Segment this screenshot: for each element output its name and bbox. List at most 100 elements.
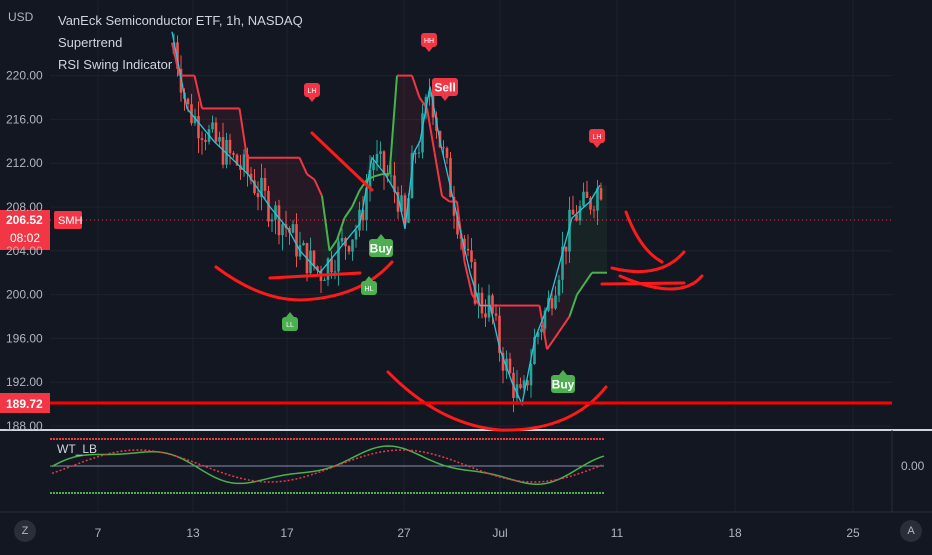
signal-label-box: [361, 281, 377, 295]
candle-body: [193, 116, 197, 124]
supertrend-segment: [538, 305, 548, 350]
candle-body: [575, 214, 578, 221]
candle-body: [382, 151, 386, 175]
signal-label-box: [304, 83, 320, 97]
signal-label-pointer: [308, 97, 316, 102]
supertrend-segment: [553, 326, 563, 339]
drawing-line-right: [600, 281, 686, 286]
supertrend-fill: [202, 108, 210, 132]
signal-label-text: LL: [286, 322, 294, 329]
candle-body: [337, 241, 340, 272]
supertrend-segment: [388, 75, 398, 175]
x-tick-label: Jul: [492, 526, 507, 540]
supertrend-fill: [307, 174, 315, 263]
supertrend-segment: [313, 179, 323, 197]
legend-study-supertrend[interactable]: Supertrend: [58, 35, 123, 50]
x-tick-label: 18: [728, 526, 742, 540]
horizontal-line-price: 189.72: [6, 397, 43, 411]
candle-body: [372, 162, 375, 171]
candle-body: [599, 188, 603, 200]
auto-scale-button[interactable]: A: [900, 520, 922, 542]
signal-label-pointer: [441, 96, 449, 101]
signal-label-box: [421, 33, 437, 47]
signal-label-box: [369, 239, 393, 257]
candle-body: [186, 98, 190, 105]
candle-body: [491, 295, 494, 314]
supertrend-fill: [502, 305, 510, 366]
candle-body: [466, 248, 470, 251]
currency-label: USD: [8, 10, 34, 24]
candle-body: [592, 209, 596, 211]
signal-label-box: [589, 129, 605, 143]
horizontal-line[interactable]: 189.72: [0, 393, 892, 413]
candle-body: [291, 224, 295, 233]
horizontal-line-price-box: [0, 393, 50, 413]
supertrend-segment: [441, 195, 451, 203]
signal-label-lh: LH: [589, 129, 605, 148]
candle-body: [414, 153, 417, 155]
signal-label-pointer: [425, 47, 433, 52]
supertrend-fill: [314, 179, 322, 271]
candle-body: [354, 230, 358, 240]
y-tick-label: 192.00: [6, 375, 43, 389]
candle-body: [176, 42, 179, 69]
candle-body: [477, 292, 480, 304]
signal-label-buy: Buy: [369, 234, 393, 257]
supertrend-fill: [292, 157, 300, 244]
x-tick-label: 7: [95, 526, 102, 540]
indicator-name[interactable]: WT_LB: [57, 442, 98, 456]
supertrend-segment: [426, 108, 436, 153]
legend-symbol[interactable]: VanEck Semiconductor ETF, 1h, NASDAQ: [58, 13, 303, 28]
wt-line-2: [51, 449, 605, 483]
y-axis-bg: [0, 0, 50, 512]
candle-body: [218, 137, 221, 142]
supertrend-segment: [433, 152, 443, 197]
supertrend-segment: [568, 294, 578, 317]
candle-body: [361, 209, 365, 221]
x-tick-label: 17: [280, 526, 294, 540]
y-tick-label: 216.00: [6, 112, 43, 126]
candle-body: [260, 177, 263, 198]
candle-body: [505, 358, 508, 371]
signal-label-text: LH: [593, 134, 602, 141]
candle-body: [389, 175, 393, 177]
supertrend-fill: [562, 240, 570, 328]
candle-body: [452, 196, 456, 216]
candle-body: [312, 250, 316, 267]
signal-label-pointer: [559, 370, 567, 375]
candle-body: [480, 292, 484, 314]
candle-body: [249, 173, 253, 181]
candle-body: [515, 384, 519, 399]
candle-body: [533, 336, 536, 364]
timezone-button[interactable]: Z: [14, 520, 36, 542]
drawing-curve-right2: [610, 250, 686, 274]
supertrend-segment: [576, 283, 586, 296]
legend-study-rsi-swing[interactable]: RSI Swing Indicator: [58, 57, 173, 72]
candle-body: [578, 206, 582, 221]
supertrend-segment: [411, 75, 421, 98]
supertrend-segment: [561, 315, 571, 329]
grid: [0, 0, 932, 513]
candle-body: [379, 151, 382, 154]
x-axis: 7 13 17 27 Jul 11 18 25: [95, 526, 860, 540]
candle-body: [270, 219, 274, 222]
candle-body: [246, 154, 249, 174]
series-lines: [171, 31, 607, 407]
candle-body: [557, 279, 561, 296]
supertrend-segment: [238, 108, 248, 158]
candle-body: [449, 157, 452, 197]
candle-body: [396, 192, 400, 212]
candle-body: [470, 250, 473, 263]
signal-label-pointer: [286, 312, 294, 317]
candle-body: [197, 116, 200, 139]
y-tick-label: 220.00: [6, 69, 43, 83]
signal-label-text: Buy: [552, 378, 575, 392]
candle-body: [519, 384, 522, 389]
supertrend-fill: [404, 75, 412, 202]
supertrend-fill: [269, 157, 277, 211]
candle-body: [281, 224, 284, 236]
x-tick-label: 13: [186, 526, 200, 540]
supertrend-fill: [397, 75, 405, 209]
